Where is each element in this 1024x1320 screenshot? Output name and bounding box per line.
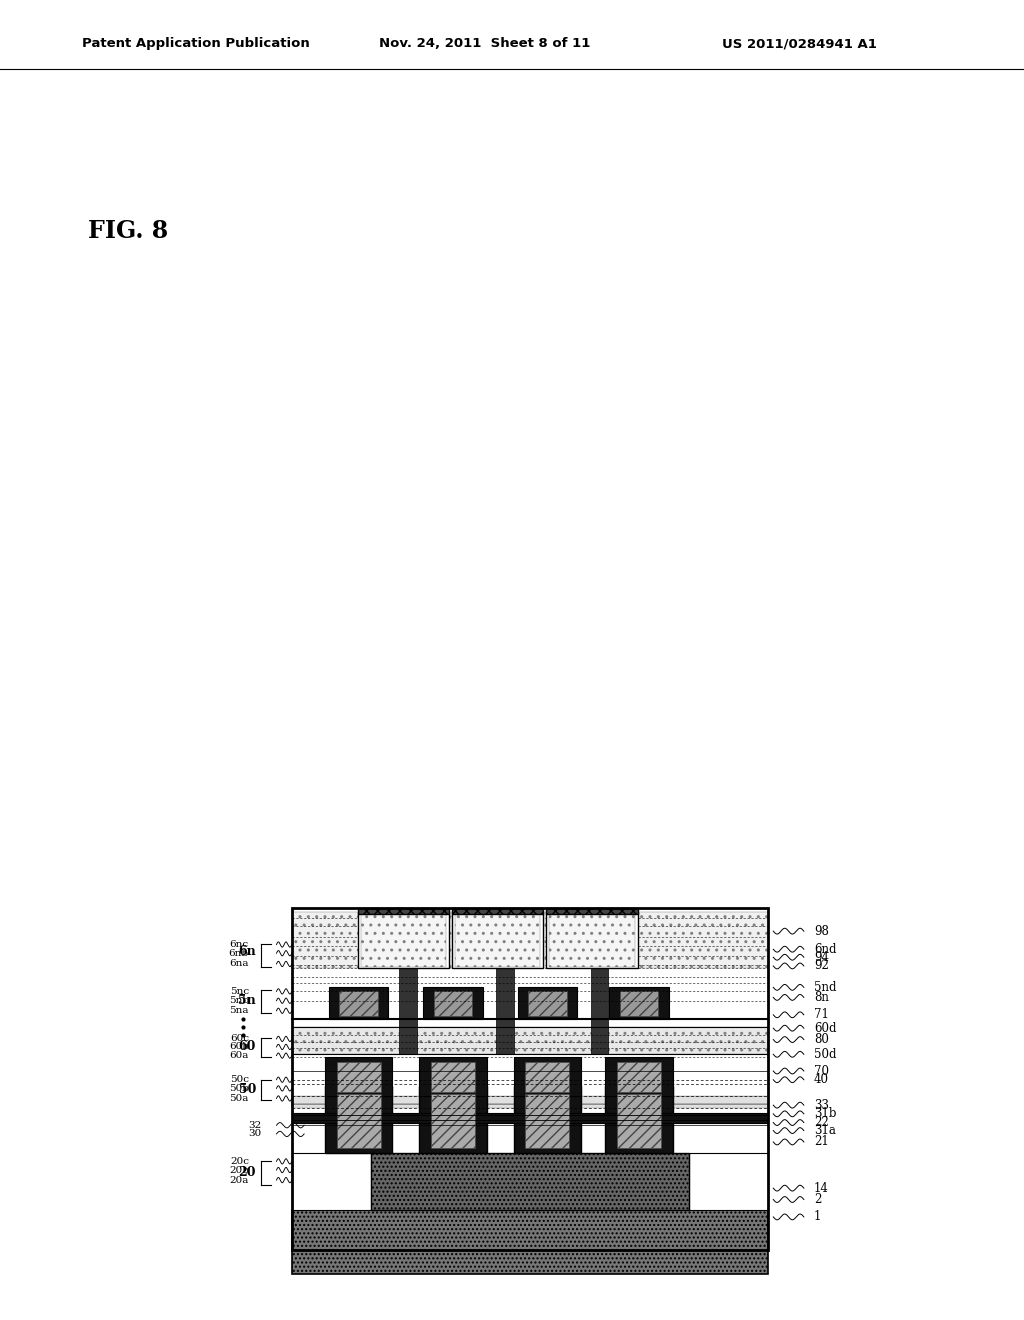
Text: 5nb: 5nb [228,997,249,1006]
Bar [423,987,482,1019]
Text: 20: 20 [239,1166,256,1179]
Bar [329,987,388,1019]
Text: 92: 92 [814,960,829,973]
Bar [689,1154,768,1210]
Text: 50a: 50a [229,1094,249,1104]
Text: 20c: 20c [229,1156,249,1166]
Text: 50d: 50d [814,1048,837,1061]
Bar [292,1097,768,1107]
Text: 6na: 6na [229,960,249,969]
Bar [497,911,514,1055]
Text: US 2011/0284941 A1: US 2011/0284941 A1 [722,37,877,50]
Text: 1: 1 [814,1210,821,1224]
Text: 30: 30 [248,1130,261,1138]
Text: 50c: 50c [229,1076,249,1084]
Polygon shape [371,1154,689,1210]
Text: 20a: 20a [229,1176,249,1184]
Bar [431,1094,475,1148]
Text: 33: 33 [814,1098,829,1111]
Bar [617,1063,662,1093]
Bar [609,987,669,1019]
Bar [337,1094,381,1148]
Bar [325,1086,392,1154]
Bar [605,1057,673,1097]
Text: 6nb: 6nb [228,949,249,958]
Text: 5na: 5na [229,1006,249,1015]
Text: 22: 22 [814,1115,828,1129]
Bar [528,991,566,1015]
Bar [433,991,472,1015]
Text: 40: 40 [814,1073,829,1086]
Bar [292,1027,768,1055]
Text: Nov. 24, 2011  Sheet 8 of 11: Nov. 24, 2011 Sheet 8 of 11 [379,37,590,50]
Bar [513,1086,581,1154]
Bar [591,911,608,1055]
Bar [525,1063,569,1093]
Text: 6nd: 6nd [814,942,837,956]
Bar [360,913,445,966]
Bar [337,1063,381,1093]
Text: 5nc: 5nc [229,987,249,995]
Bar [550,913,635,966]
Text: 6n: 6n [239,945,256,958]
Bar [292,908,768,1250]
Text: 21: 21 [814,1135,828,1148]
Bar [419,1057,486,1097]
Bar [452,908,544,913]
Bar [339,991,378,1015]
Bar [517,987,577,1019]
Text: 71: 71 [814,1008,829,1022]
Bar [292,1210,768,1274]
Text: 14: 14 [814,1181,829,1195]
Bar [292,1154,371,1210]
Text: 98: 98 [814,924,829,937]
Bar [617,1094,662,1148]
Bar [357,908,449,913]
Text: 6nc: 6nc [229,940,249,949]
Text: 94: 94 [814,950,829,964]
Text: 60: 60 [239,1040,256,1053]
Bar [292,1113,768,1123]
Bar [431,1063,475,1093]
Text: 5n: 5n [239,994,256,1007]
Text: 50: 50 [239,1082,256,1096]
Text: 50b: 50b [228,1084,249,1093]
Text: FIG. 8: FIG. 8 [88,219,168,243]
Text: 80: 80 [814,1034,829,1045]
Text: 70: 70 [814,1064,829,1077]
Bar [419,1086,486,1154]
Bar [399,911,417,1055]
Text: 20b: 20b [228,1166,249,1175]
Text: 2: 2 [814,1193,821,1206]
Text: 8n: 8n [814,991,829,1005]
Text: 5nd: 5nd [814,981,837,994]
Bar [513,1057,581,1097]
Bar [357,912,449,968]
Bar [547,912,638,968]
Bar [605,1086,673,1154]
Bar [547,908,638,913]
Bar [525,1094,569,1148]
Text: 32: 32 [248,1121,261,1130]
Text: 60d: 60d [814,1022,837,1035]
Bar [452,912,544,968]
Text: 60a: 60a [229,1051,249,1060]
Text: 31a: 31a [814,1125,836,1137]
Bar [325,1057,392,1097]
Text: 60b: 60b [228,1043,249,1052]
Bar [292,912,768,968]
Text: 31b: 31b [814,1107,837,1121]
Text: 60c: 60c [229,1035,249,1043]
Text: Patent Application Publication: Patent Application Publication [82,37,309,50]
Bar [620,991,658,1015]
Bar [455,913,541,966]
